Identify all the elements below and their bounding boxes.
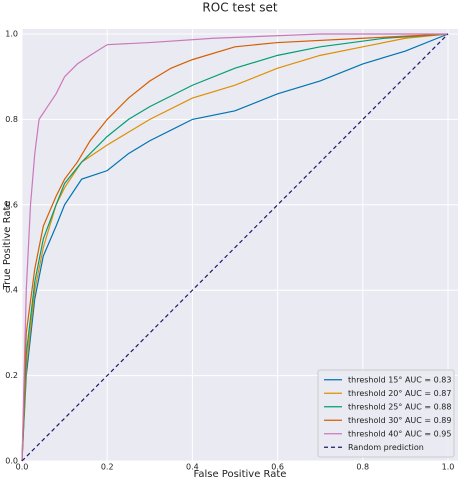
y-tick-label: 0.0 bbox=[5, 457, 18, 466]
legend: threshold 15° AUC = 0.83 threshold 20° AU… bbox=[317, 369, 455, 458]
x-tick-label: 0.0 bbox=[16, 463, 29, 472]
x-tick-label: 0.4 bbox=[186, 463, 199, 472]
x-tick-label: 0.8 bbox=[356, 463, 369, 472]
x-tick-label: 1.0 bbox=[442, 463, 455, 472]
x-tick-label: 0.2 bbox=[101, 463, 114, 472]
y-tick-label: 0.2 bbox=[5, 371, 18, 380]
legend-label: threshold 30° AUC = 0.89 bbox=[348, 416, 451, 425]
legend-label: threshold 40° AUC = 0.95 bbox=[348, 429, 451, 438]
y-axis-label: True Positive Rate bbox=[2, 200, 13, 290]
roc-line bbox=[21, 33, 449, 462]
y-tick-label: 0.4 bbox=[5, 286, 18, 295]
roc-line bbox=[21, 33, 449, 462]
y-tick-label: 0.6 bbox=[5, 200, 18, 209]
legend-label: threshold 20° AUC = 0.87 bbox=[348, 389, 451, 398]
legend-box bbox=[317, 369, 455, 458]
legend-label: Random prediction bbox=[348, 443, 424, 452]
roc-line bbox=[21, 33, 449, 462]
legend-label: threshold 15° AUC = 0.83 bbox=[348, 375, 451, 384]
roc-line bbox=[21, 33, 449, 462]
chart-title: ROC test set bbox=[202, 1, 277, 15]
y-tick-label: 1.0 bbox=[5, 30, 18, 39]
legend-label: threshold 25° AUC = 0.88 bbox=[348, 402, 451, 411]
roc-line bbox=[21, 33, 448, 462]
x-tick-label: 0.6 bbox=[271, 463, 284, 472]
x-axis-label: False Positive Rate bbox=[194, 469, 287, 480]
y-tick-label: 0.8 bbox=[5, 115, 18, 124]
roc-line bbox=[21, 33, 449, 462]
